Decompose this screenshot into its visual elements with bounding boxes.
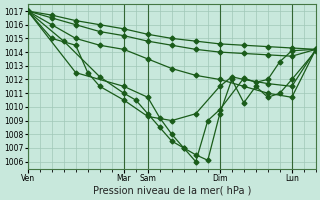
X-axis label: Pression niveau de la mer( hPa ): Pression niveau de la mer( hPa ) — [92, 186, 251, 196]
